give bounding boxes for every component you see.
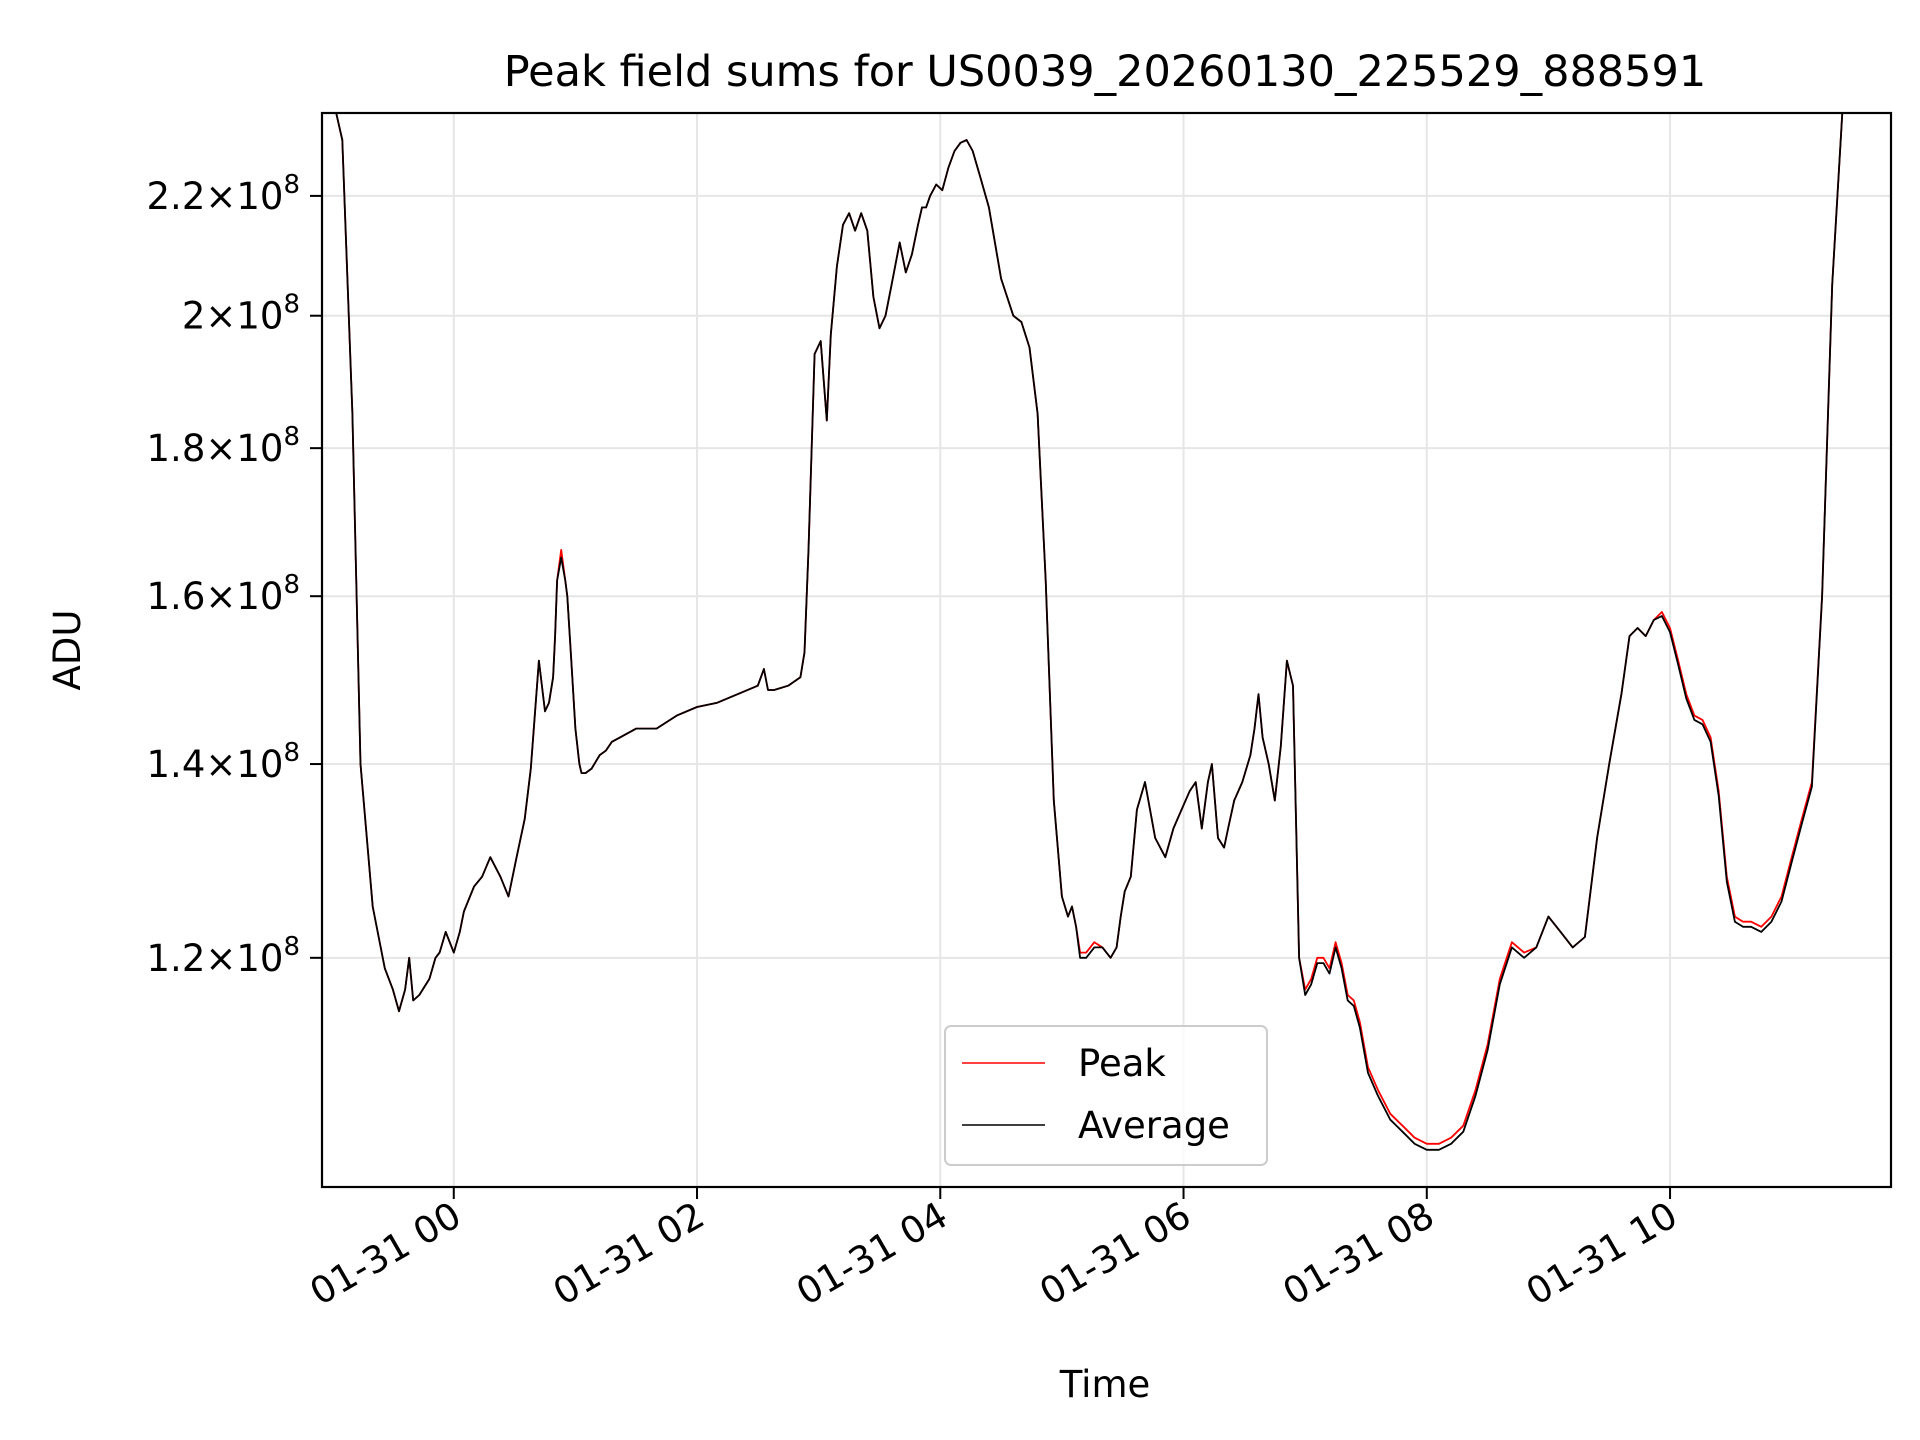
y-axis-label: ADU [46,610,89,691]
y-tick-label: 1.8×108 [147,422,300,470]
legend-frame [944,1025,1268,1166]
legend: Peak Average [944,1025,1268,1166]
y-tick-label: 2.2×108 [147,170,300,218]
y-tick-label: 2×108 [182,290,300,338]
y-tick-label: 1.2×108 [147,932,300,980]
legend-label-peak: Peak [1078,1042,1166,1085]
y-axis: 1.2×108 1.4×108 1.6×108 1.8×108 2×108 2.2×108 [147,170,322,980]
series-line-average [322,113,1853,1151]
y-tick-label: 1.4×108 [147,738,300,786]
plot-frame [320,111,1893,1189]
legend-label-average: Average [1078,1104,1230,1147]
grid [322,113,1891,1187]
x-axis-label: Time [1059,1363,1151,1406]
chart-title: Peak field sums for US0039_20260130_2255… [504,47,1707,97]
y-tick-label: 1.6×108 [147,570,300,618]
series-layer [322,113,1853,1151]
